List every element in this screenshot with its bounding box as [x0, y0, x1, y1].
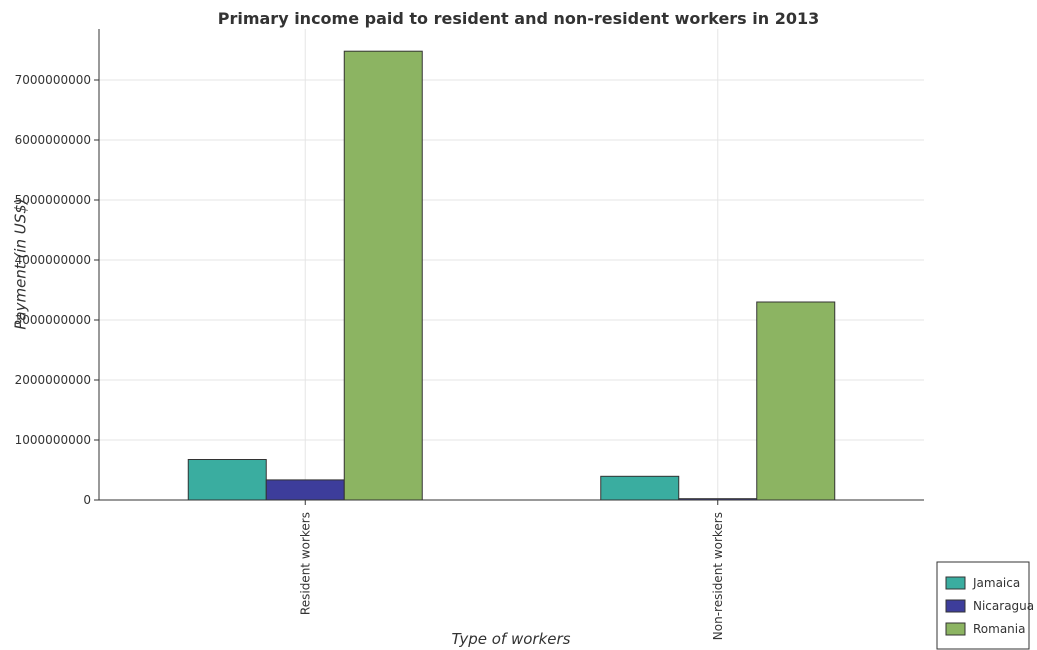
y-tick-label: 0	[83, 493, 91, 507]
legend-swatch-nicaragua	[945, 599, 966, 613]
bar-jamaica-0	[187, 459, 267, 501]
legend-label-jamaica: Jamaica	[972, 576, 1020, 590]
y-tick-label: 6000000000	[15, 133, 91, 147]
chart-title: Primary income paid to resident and non-…	[217, 9, 820, 28]
bars	[187, 50, 836, 501]
x-tick-label: Resident workers	[298, 512, 312, 615]
y-tick-label: 1000000000	[15, 433, 91, 447]
legend-label-romania: Romania	[973, 622, 1025, 636]
legend: Jamaica Nicaragua Romania	[936, 561, 1034, 650]
y-tick-label: 7000000000	[15, 73, 91, 87]
bar-romania-0	[343, 50, 423, 501]
bar-nicaragua-0	[265, 479, 345, 501]
y-tick-label: 5000000000	[15, 193, 91, 207]
axes: 0 1000000000 2000000000 3000000000 400000000…	[11, 29, 924, 648]
y-axis-title: Payment (in US$)	[11, 198, 29, 329]
bar-romania-1	[756, 301, 836, 501]
legend-swatch-jamaica	[945, 576, 966, 590]
legend-swatch-romania	[945, 622, 966, 636]
bar-jamaica-1	[600, 475, 680, 501]
y-tick-label: 4000000000	[15, 253, 91, 267]
y-tick-label: 2000000000	[15, 373, 91, 387]
x-tick-label: Non-resident workers	[711, 512, 725, 640]
x-axis-title: Type of workers	[452, 630, 571, 648]
y-tick-label: 3000000000	[15, 313, 91, 327]
legend-label-nicaragua: Nicaragua	[973, 599, 1034, 613]
